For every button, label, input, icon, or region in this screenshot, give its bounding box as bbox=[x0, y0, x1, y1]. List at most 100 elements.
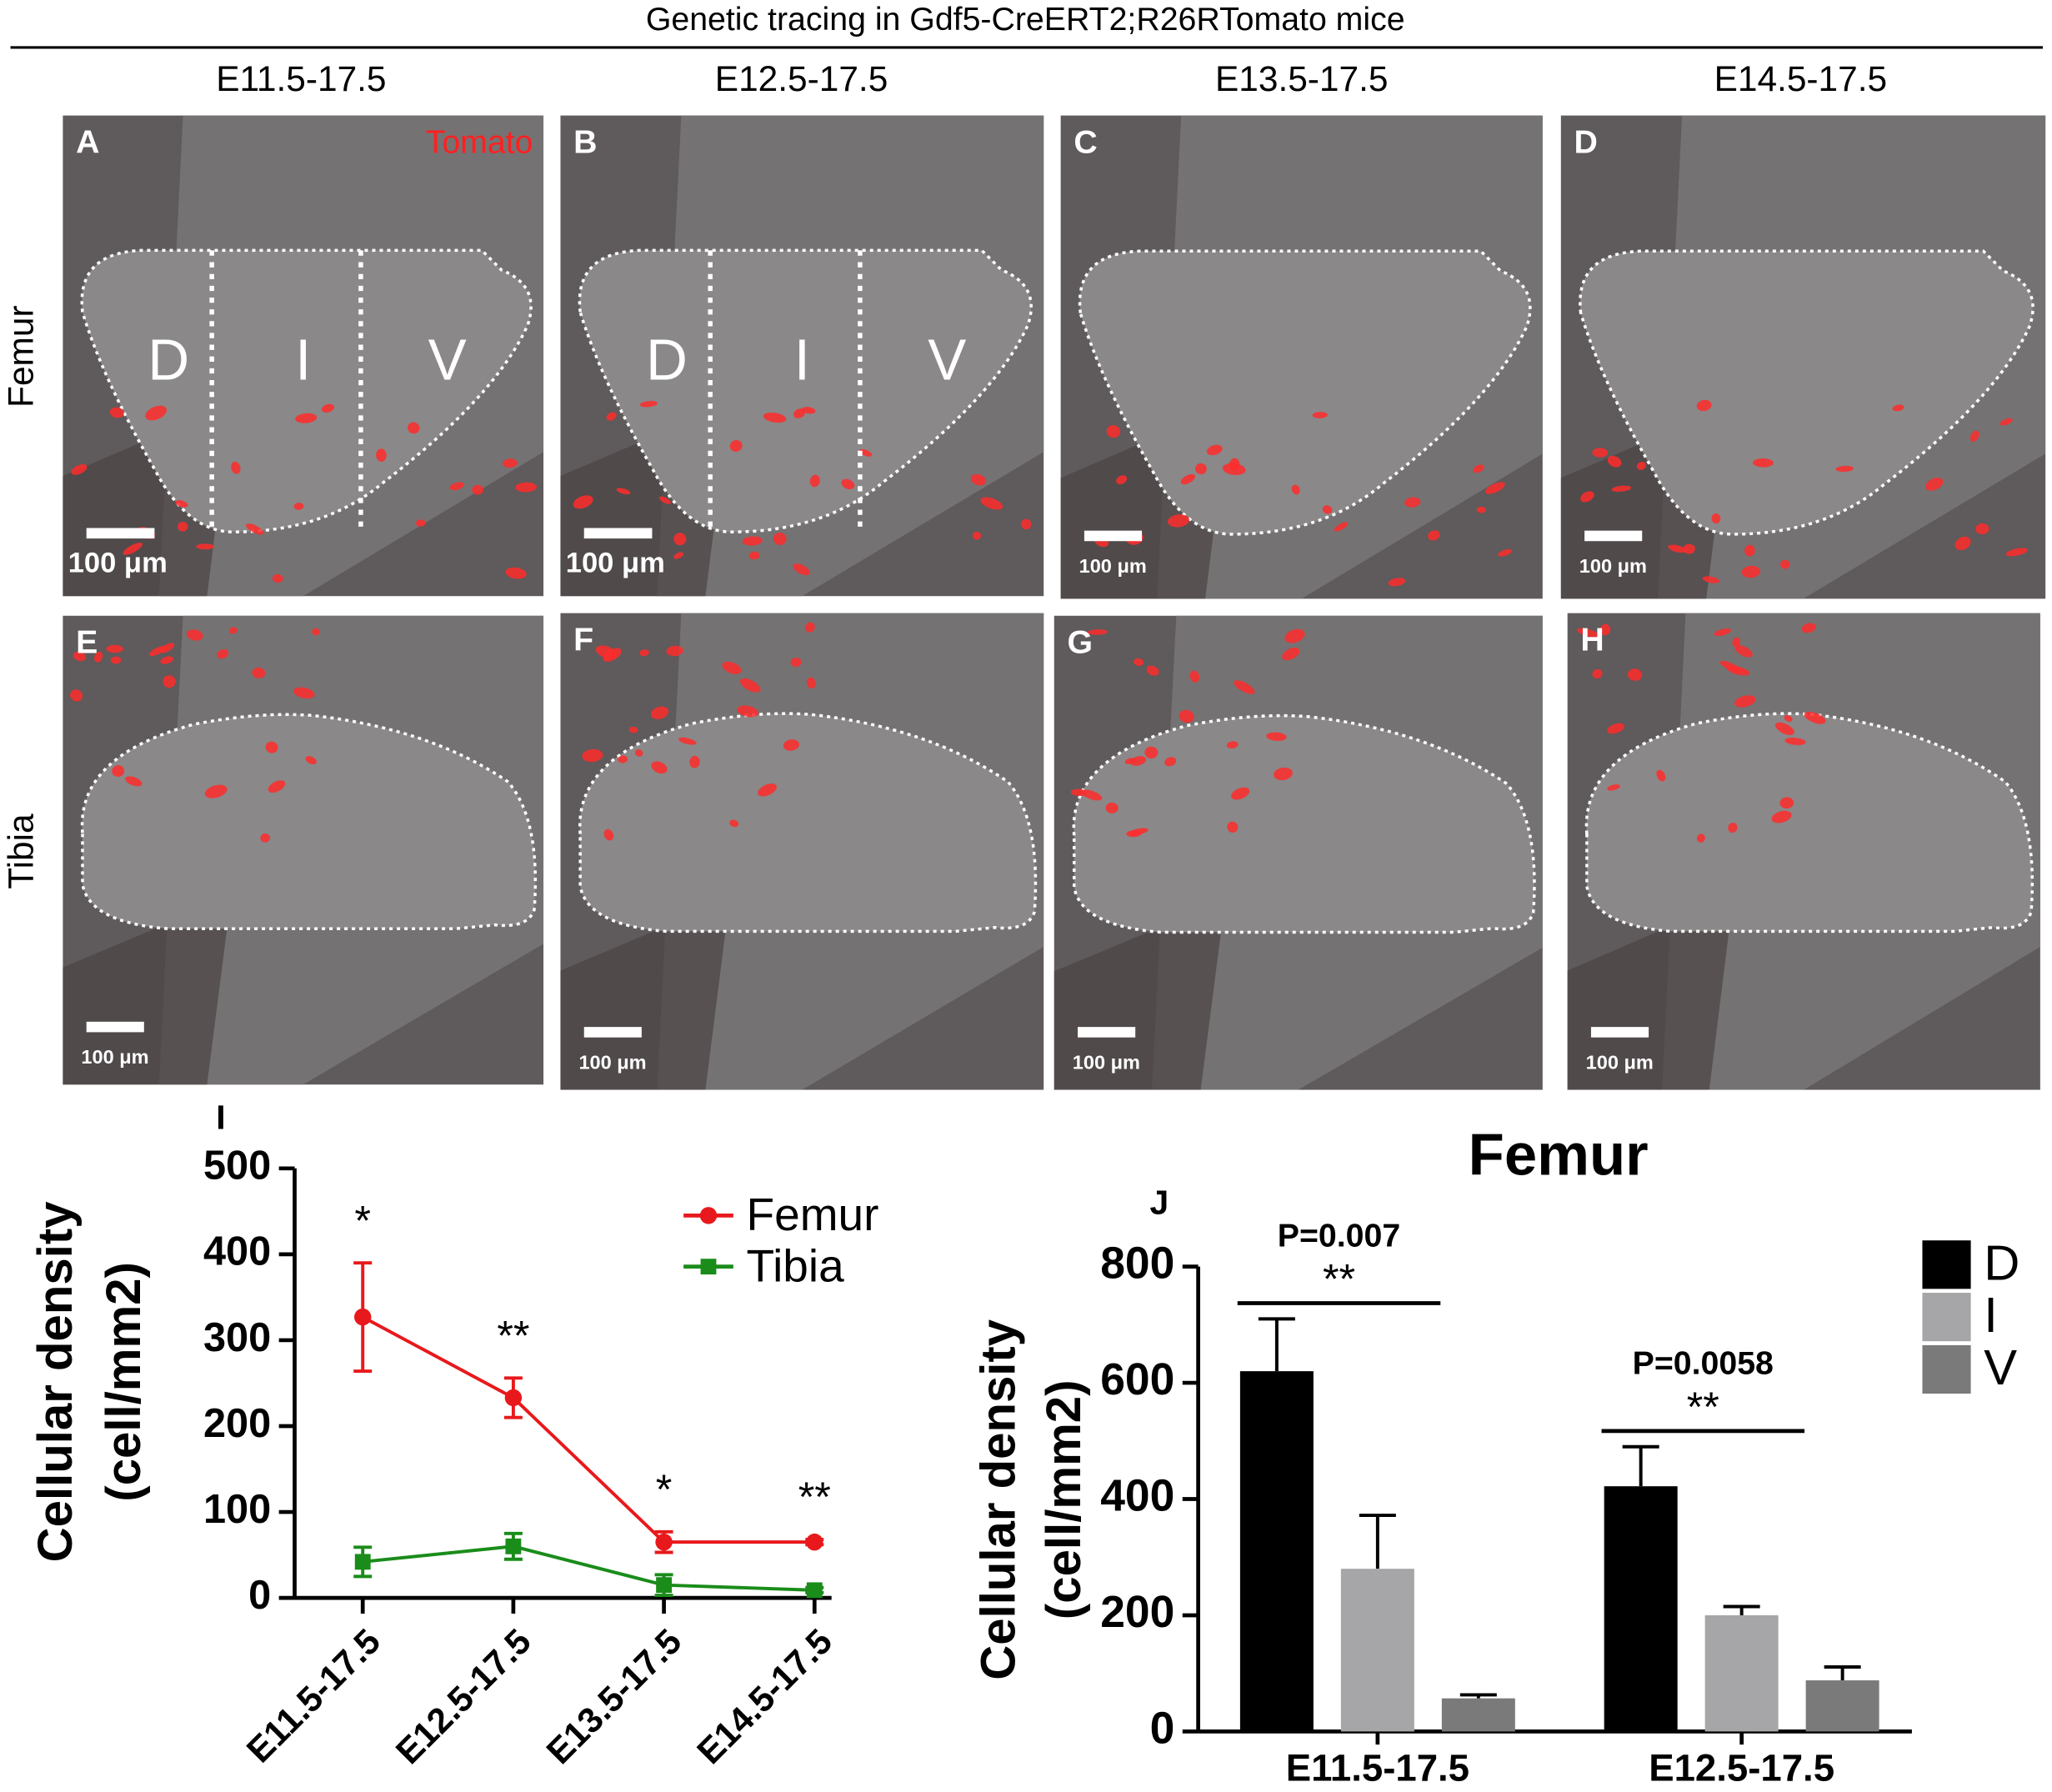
x-tick-label: E11.5-17.5 bbox=[1286, 1747, 1469, 1789]
tomato-cell bbox=[265, 741, 278, 753]
tomato-cell bbox=[1611, 485, 1632, 493]
bar bbox=[1441, 1698, 1515, 1732]
tomato-cell bbox=[1126, 830, 1142, 838]
cartilage-region bbox=[579, 250, 1031, 532]
tomato-cell bbox=[603, 828, 614, 841]
tomato-cell bbox=[1134, 658, 1144, 666]
legend-swatch bbox=[1922, 1344, 1971, 1394]
tomato-cell bbox=[573, 495, 593, 509]
tomato-cell bbox=[2005, 548, 2028, 557]
tomato-cell bbox=[1599, 623, 1611, 636]
tomato-cell bbox=[740, 678, 761, 693]
tomato-cell bbox=[1732, 637, 1741, 648]
tomato-cell bbox=[73, 651, 86, 662]
tomato-cell bbox=[1580, 491, 1594, 503]
scale-bar bbox=[583, 528, 653, 539]
x-tick-label: E14.5-17.5 bbox=[689, 1621, 839, 1771]
y-tick-label: 200 bbox=[203, 1401, 271, 1446]
legend-label: Femur bbox=[747, 1189, 879, 1240]
error-bar bbox=[1359, 1514, 1396, 1569]
tomato-cell bbox=[1124, 758, 1135, 764]
scale-bar-label: 100 μm bbox=[1079, 555, 1147, 577]
tomato-cell bbox=[1222, 463, 1246, 475]
tomato-cell bbox=[312, 628, 320, 636]
y-axis-label: (cell/mm2) bbox=[97, 1262, 151, 1502]
tomato-cell bbox=[689, 755, 700, 768]
micrograph-panel: D 100 μm bbox=[1560, 115, 2046, 599]
tomato-cell bbox=[639, 649, 649, 657]
tomato-cell bbox=[801, 407, 816, 414]
legend-marker bbox=[700, 1259, 717, 1275]
tomato-cell bbox=[1969, 430, 1979, 442]
panel-letter: F bbox=[573, 622, 593, 658]
error-bar bbox=[1622, 1444, 1659, 1487]
zone-label: D bbox=[148, 327, 189, 392]
tomato-cell bbox=[1780, 559, 1790, 569]
cartilage-region bbox=[83, 714, 536, 929]
cartilage-region bbox=[1074, 716, 1534, 933]
tomato-cell bbox=[1696, 833, 1705, 843]
tomato-cell bbox=[758, 783, 777, 797]
panel-letter: A bbox=[76, 124, 99, 161]
tomato-cell bbox=[773, 532, 787, 546]
tomato-cell bbox=[94, 651, 103, 663]
tomato-cell bbox=[606, 412, 617, 421]
tomato-cell bbox=[1784, 737, 1806, 745]
tomato-cell bbox=[1711, 513, 1721, 524]
column-label: E11.5-17.5 bbox=[216, 59, 386, 98]
legend-label: Tibia bbox=[747, 1239, 845, 1291]
marker bbox=[505, 1538, 522, 1554]
tomato-cell bbox=[231, 461, 241, 474]
marker bbox=[655, 1533, 673, 1551]
tomato-cell bbox=[1683, 543, 1695, 554]
tomato-cell bbox=[1291, 484, 1300, 495]
micrograph-panel: G 100 μm bbox=[1054, 615, 1543, 1090]
significance: * bbox=[656, 1465, 673, 1513]
column-label: E12.5-17.5 bbox=[715, 59, 888, 98]
tissue-shading bbox=[1567, 899, 1734, 1090]
tomato-cell bbox=[415, 519, 426, 527]
tomato-cell bbox=[217, 648, 229, 659]
tomato-cell bbox=[970, 473, 987, 486]
tomato-cell bbox=[295, 413, 318, 423]
tomato-cell bbox=[806, 677, 816, 689]
y-axis-label: Cellular density bbox=[971, 1319, 1025, 1680]
tomato-cell bbox=[1168, 514, 1190, 528]
tomato-cell bbox=[178, 522, 188, 532]
tomato-cell bbox=[1734, 645, 1753, 658]
tomato-cell bbox=[246, 523, 264, 535]
tomato-cell bbox=[1607, 784, 1620, 791]
legend-swatch bbox=[1922, 1240, 1971, 1289]
tomato-cell bbox=[1801, 623, 1816, 633]
tomato-cell bbox=[666, 645, 683, 657]
tomato-cell bbox=[1021, 518, 1032, 530]
micrograph-panel: E 100 μm bbox=[63, 615, 544, 1085]
y-tick-label: 200 bbox=[1100, 1588, 1174, 1637]
x-tick-label: E12.5-17.5 bbox=[388, 1621, 538, 1771]
scale-bar-label: 100 μm bbox=[566, 548, 665, 579]
panel-letter: D bbox=[1574, 124, 1598, 161]
tomato-cell bbox=[268, 780, 286, 793]
scale-bar bbox=[1584, 530, 1643, 542]
tomato-cell bbox=[841, 478, 855, 490]
scale-bar-label: 100 μm bbox=[81, 1046, 148, 1068]
tomato-cell bbox=[1070, 788, 1087, 797]
tomato-cell bbox=[70, 689, 83, 702]
significance: ** bbox=[1687, 1383, 1719, 1430]
tomato-cell bbox=[1975, 523, 1989, 535]
tomato-cell bbox=[1925, 478, 1944, 491]
zone-label: V bbox=[928, 327, 966, 392]
tomato-cell bbox=[1607, 455, 1622, 468]
tomato-cell bbox=[1714, 628, 1731, 637]
marker bbox=[353, 1308, 372, 1326]
bar bbox=[1239, 1371, 1314, 1732]
tomato-cell bbox=[1322, 505, 1333, 514]
scale-bar-label: 100 μm bbox=[1073, 1051, 1140, 1073]
tomato-cell bbox=[408, 422, 420, 434]
scale-bar bbox=[1084, 530, 1143, 542]
tomato-cell bbox=[972, 531, 982, 540]
tomato-cell bbox=[673, 552, 684, 559]
tomato-cell bbox=[1473, 464, 1484, 473]
tomato-cell bbox=[1146, 665, 1159, 676]
row-label: Femur bbox=[1, 305, 40, 408]
